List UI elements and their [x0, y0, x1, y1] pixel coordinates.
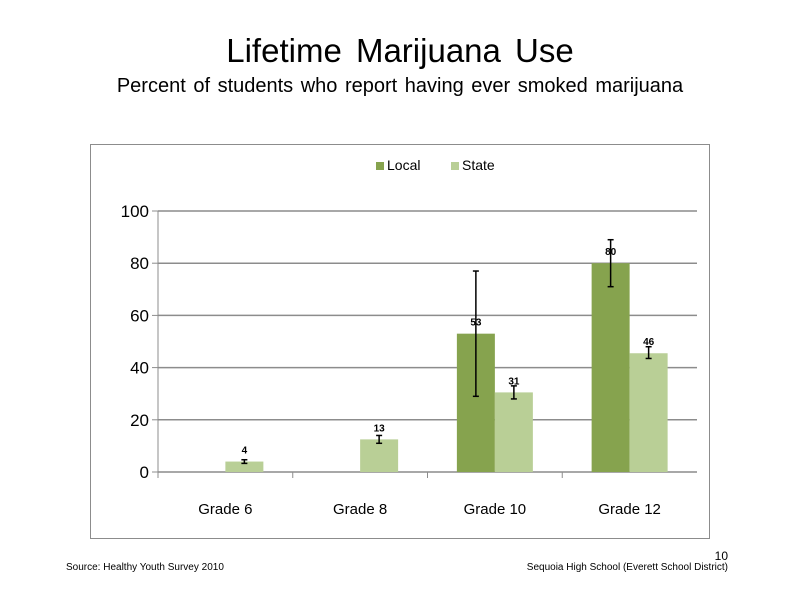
- school-note: Sequoia High School (Everett School Dist…: [526, 562, 728, 573]
- legend-label-state: State: [462, 157, 495, 173]
- slide-subtitle: Percent of students who report having ev…: [116, 75, 684, 97]
- legend-swatch-state: [451, 162, 459, 170]
- data-label: 53: [470, 318, 482, 329]
- bar-chart: 0 20 40 60 80 100 Grade 6 4 Grade 8 13 Grade 10 53 3…: [121, 157, 697, 518]
- bar-local: [591, 263, 630, 472]
- slide-title: Lifetime Marijuana Use: [226, 32, 574, 69]
- bar-state: [360, 439, 399, 472]
- data-label: 13: [374, 423, 386, 434]
- data-label: 46: [643, 337, 655, 348]
- x-category-label: Grade 8: [333, 501, 387, 518]
- y-tick-label: 20: [130, 411, 149, 430]
- data-label: 80: [605, 247, 617, 258]
- chart-frame: 0 20 40 60 80 100 Grade 6 4 Grade 8 13 Grade 10 53 3…: [90, 144, 710, 539]
- bar-state: [494, 392, 533, 472]
- data-label: 31: [508, 376, 520, 387]
- y-tick-label: 60: [130, 306, 149, 325]
- source-note: Source: Healthy Youth Survey 2010: [66, 562, 224, 573]
- x-category-label: Grade 12: [598, 501, 661, 518]
- y-tick-label: 0: [140, 463, 149, 482]
- data-label: 4: [242, 446, 248, 457]
- bar-state: [225, 461, 264, 472]
- y-tick-label: 80: [130, 254, 149, 273]
- y-tick-label: 40: [130, 359, 149, 378]
- legend-swatch-local: [376, 162, 384, 170]
- bar-state: [629, 353, 668, 472]
- x-category-label: Grade 10: [464, 501, 527, 518]
- page-number: 10: [714, 549, 728, 563]
- y-tick-label: 100: [121, 202, 149, 221]
- x-category-label: Grade 6: [198, 501, 252, 518]
- legend-label-local: Local: [387, 157, 420, 173]
